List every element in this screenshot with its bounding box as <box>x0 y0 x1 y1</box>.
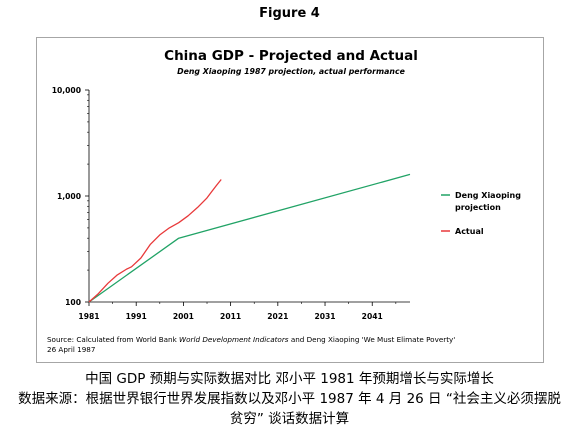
x-tick-label: 2031 <box>314 312 335 321</box>
chart-svg: China GDP - Projected and Actual Deng Xi… <box>52 48 522 321</box>
chart-frame: China GDP - Projected and Actual Deng Xi… <box>36 37 544 363</box>
x-tick-label: 2041 <box>362 312 383 321</box>
y-tick-label: 1,000 <box>57 192 81 201</box>
y-tick-label: 100 <box>65 298 81 307</box>
series-line-actual <box>88 179 222 303</box>
series-line-projection <box>88 173 411 303</box>
legend-label-line: Deng Xiaoping <box>455 191 521 200</box>
legend-label: Deng Xiaoping projection <box>455 191 521 212</box>
source-prefix: Source: Calculated from World Bank <box>47 335 180 344</box>
axes: 100 1,000 10,000 1981 1991 2001 2011 2021 2031 20… <box>52 86 410 321</box>
x-tick-label: 1991 <box>126 312 147 321</box>
chart-subtitle: Deng Xiaoping 1987 projection, actual pe… <box>177 67 405 76</box>
caption-line-1: 中国 GDP 预期与实际数据对比 邓小平 1981 年预期增长与实际增长 <box>85 371 494 387</box>
legend: Deng Xiaoping projection Actual <box>441 191 521 236</box>
source-italic: World Development Indicators <box>179 335 289 344</box>
caption-line-3: 贫穷” 谈话数据计算 <box>229 411 350 427</box>
x-tick-label: 2011 <box>220 312 241 321</box>
legend-label: Actual <box>455 227 484 236</box>
source-suffix: and Deng Xiaoping 'We Must Elimate Pover… <box>288 335 456 344</box>
chart-title: China GDP - Projected and Actual <box>164 48 418 64</box>
x-tick-label: 1981 <box>78 312 99 321</box>
y-tick-label: 10,000 <box>52 86 81 95</box>
chart-source-note: Source: Calculated from World Bank World… <box>47 335 537 355</box>
source-date: 26 April 1987 <box>47 345 96 354</box>
series-lines <box>88 173 411 303</box>
figure-label: Figure 4 <box>259 6 320 21</box>
legend-label-line: projection <box>455 203 501 212</box>
x-tick-label: 2021 <box>267 312 288 321</box>
x-tick-label: 2001 <box>173 312 194 321</box>
caption-line-2: 数据来源：根据世界银行世界发展指数以及邓小平 1987 年 4 月 26 日 “… <box>18 391 561 407</box>
